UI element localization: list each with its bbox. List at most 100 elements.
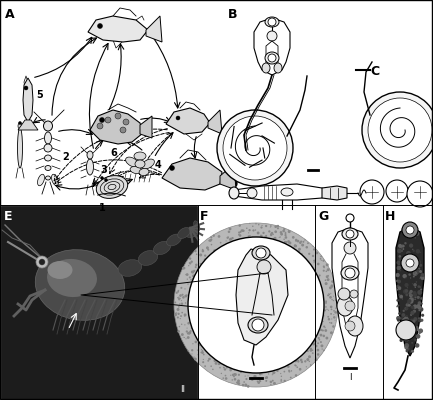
Circle shape: [401, 228, 406, 232]
Circle shape: [260, 235, 262, 236]
Ellipse shape: [193, 227, 199, 236]
Circle shape: [179, 298, 181, 299]
Ellipse shape: [194, 221, 200, 230]
Circle shape: [419, 286, 421, 288]
Circle shape: [310, 348, 312, 350]
Circle shape: [220, 242, 222, 244]
Circle shape: [270, 225, 271, 227]
Circle shape: [418, 319, 422, 322]
Circle shape: [325, 306, 327, 308]
Circle shape: [414, 231, 420, 236]
Circle shape: [415, 343, 420, 348]
Circle shape: [418, 310, 420, 311]
Circle shape: [265, 380, 267, 382]
Circle shape: [402, 318, 404, 320]
Circle shape: [236, 382, 238, 384]
Circle shape: [185, 302, 186, 304]
Circle shape: [178, 290, 179, 292]
Circle shape: [401, 317, 403, 319]
Circle shape: [252, 229, 255, 232]
Circle shape: [252, 319, 264, 331]
Circle shape: [265, 377, 267, 379]
Circle shape: [255, 223, 257, 224]
Circle shape: [180, 315, 182, 317]
Circle shape: [175, 292, 178, 294]
Circle shape: [282, 230, 285, 232]
Circle shape: [301, 361, 303, 363]
Circle shape: [184, 288, 186, 290]
Circle shape: [276, 370, 279, 372]
Circle shape: [251, 377, 253, 379]
Circle shape: [294, 364, 296, 366]
Circle shape: [292, 236, 294, 239]
Circle shape: [229, 238, 232, 240]
Circle shape: [248, 375, 249, 376]
Circle shape: [199, 254, 202, 256]
Circle shape: [312, 352, 313, 354]
Circle shape: [242, 384, 244, 386]
Text: 3: 3: [100, 165, 107, 175]
Circle shape: [315, 342, 316, 344]
Circle shape: [345, 321, 355, 331]
Circle shape: [283, 228, 285, 230]
Circle shape: [414, 296, 417, 298]
Text: 4: 4: [155, 160, 162, 170]
Circle shape: [415, 238, 416, 239]
Circle shape: [100, 118, 104, 122]
Circle shape: [252, 226, 254, 227]
Circle shape: [198, 344, 200, 346]
Circle shape: [287, 365, 290, 368]
Circle shape: [229, 368, 231, 370]
Bar: [1, 206, 197, 399]
Ellipse shape: [134, 152, 146, 160]
Circle shape: [402, 248, 404, 250]
Circle shape: [338, 288, 350, 300]
Circle shape: [413, 310, 416, 313]
Circle shape: [192, 274, 195, 278]
Circle shape: [320, 344, 323, 347]
Circle shape: [233, 376, 235, 377]
Circle shape: [332, 325, 335, 328]
Circle shape: [414, 232, 417, 234]
Circle shape: [299, 368, 301, 370]
Circle shape: [253, 375, 256, 378]
Circle shape: [281, 380, 282, 382]
Circle shape: [413, 257, 414, 259]
Circle shape: [329, 294, 330, 295]
Circle shape: [265, 235, 267, 237]
Circle shape: [182, 267, 185, 270]
Circle shape: [412, 283, 413, 284]
Circle shape: [335, 320, 336, 321]
Circle shape: [241, 229, 243, 232]
Circle shape: [272, 380, 274, 382]
Circle shape: [217, 110, 293, 186]
Ellipse shape: [43, 121, 52, 131]
Circle shape: [401, 254, 419, 272]
Circle shape: [298, 248, 301, 250]
Circle shape: [208, 358, 210, 360]
Circle shape: [417, 301, 421, 305]
Circle shape: [403, 310, 405, 312]
Circle shape: [331, 318, 333, 320]
Circle shape: [417, 296, 420, 299]
Circle shape: [245, 376, 246, 377]
Circle shape: [268, 54, 276, 62]
Circle shape: [333, 296, 334, 297]
Ellipse shape: [44, 144, 52, 152]
Circle shape: [188, 237, 324, 373]
Ellipse shape: [38, 174, 45, 186]
Circle shape: [288, 230, 291, 233]
Circle shape: [397, 267, 400, 270]
Circle shape: [105, 117, 111, 123]
Circle shape: [309, 361, 310, 362]
Circle shape: [240, 232, 241, 233]
Circle shape: [215, 362, 217, 365]
Circle shape: [223, 377, 224, 379]
Circle shape: [411, 302, 412, 303]
Circle shape: [307, 261, 309, 262]
Circle shape: [191, 271, 193, 273]
Circle shape: [316, 252, 318, 254]
Circle shape: [243, 381, 245, 383]
Circle shape: [414, 272, 415, 274]
Circle shape: [330, 306, 333, 308]
